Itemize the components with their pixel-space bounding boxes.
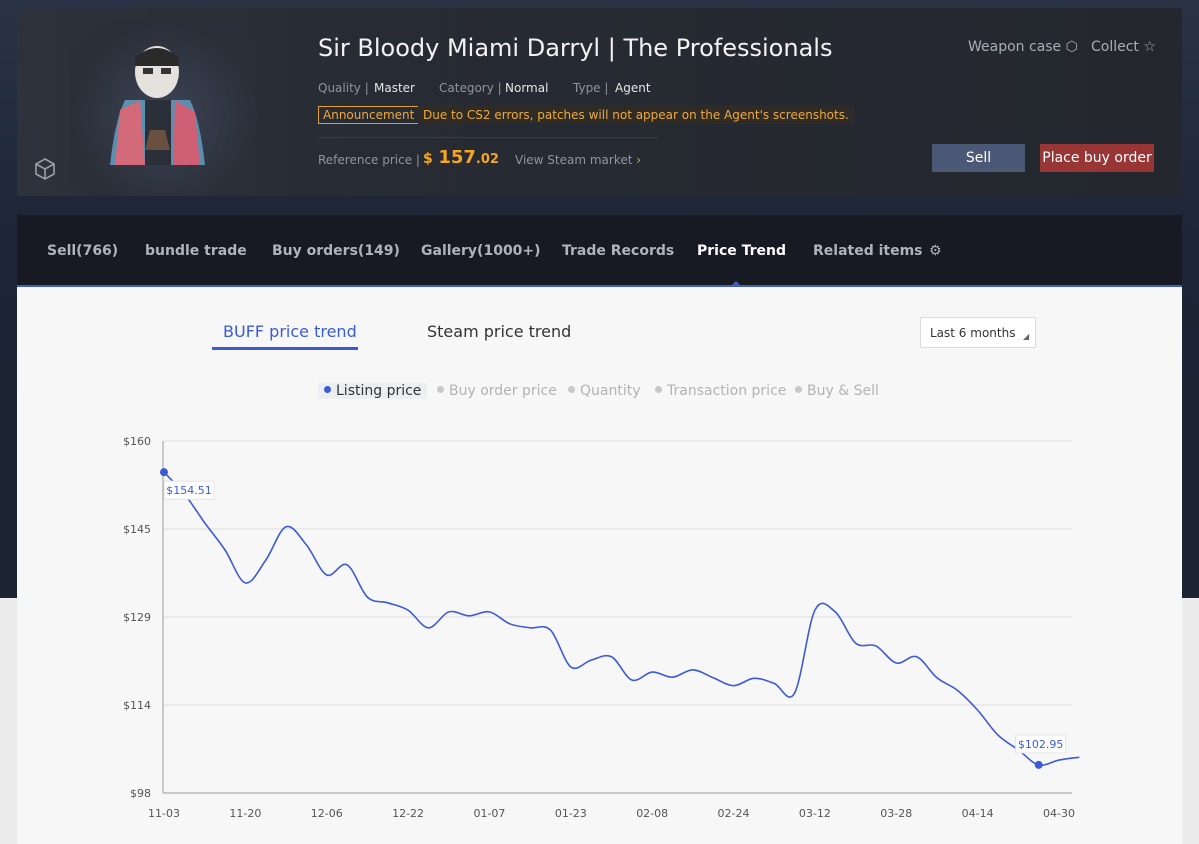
buff-trend-tab[interactable]: BUFF price trend <box>223 322 357 341</box>
nav-tab[interactable]: Buy orders(149) <box>272 243 400 259</box>
settings-icon[interactable]: ⚙ <box>929 243 942 259</box>
steam-market-link[interactable]: View Steam market › <box>515 153 641 167</box>
data-label-box <box>163 480 215 500</box>
price-integer: 157 <box>438 147 476 168</box>
x-tick-label: 02-08 <box>636 807 668 820</box>
reference-price-label: Reference price | <box>318 153 420 167</box>
category-value: Normal <box>505 81 549 95</box>
agent-hair <box>135 48 179 66</box>
star-glyph: ☆ <box>1143 39 1156 55</box>
filter[interactable]: Quantity <box>568 383 641 399</box>
point-marker <box>160 468 168 477</box>
nav-tab[interactable]: Gallery(1000+) <box>421 243 541 259</box>
collect-text: Collect <box>1091 39 1139 55</box>
3d-view-icon[interactable] <box>33 157 57 181</box>
x-tick-label: 12-06 <box>311 807 343 820</box>
x-tick-label: 01-07 <box>473 807 505 820</box>
nav-tab[interactable]: Related items <box>813 243 923 259</box>
tab-underline <box>212 347 358 350</box>
collect-link[interactable]: Collect ☆ <box>1091 39 1156 55</box>
cube-glyph: ⬡ <box>1065 39 1078 55</box>
quality-value: Master <box>374 81 415 95</box>
sell-button[interactable]: Sell <box>932 144 1025 172</box>
data-label: $102.95 <box>1018 738 1064 751</box>
weapon-case-link[interactable]: Weapon case ⬡ <box>968 39 1078 55</box>
agent-eye <box>161 68 171 74</box>
announcement-text: Due to CS2 errors, patches will not appe… <box>418 106 854 124</box>
x-tick-label: 03-12 <box>799 807 831 820</box>
range-select-text: Last 6 months <box>930 326 1016 340</box>
price-decimal: .02 <box>475 152 499 167</box>
nav-tab[interactable]: Trade Records <box>562 243 675 259</box>
filter-active[interactable]: Listing price <box>318 383 428 399</box>
x-tick-label: 04-30 <box>1043 807 1075 820</box>
link-arrow: › <box>636 153 642 167</box>
item-title: Sir Bloody Miami Darryl | The Profession… <box>318 34 833 62</box>
filter[interactable]: Transaction price <box>655 383 786 399</box>
reference-price: $ 157.02 <box>423 147 499 168</box>
caret-shape <box>730 281 742 287</box>
type-value: Agent <box>615 81 651 95</box>
agent-jacket-pattern <box>115 100 145 165</box>
price-currency: $ <box>423 151 433 167</box>
data-label: $154.51 <box>166 484 212 497</box>
filter[interactable]: Buy & Sell <box>795 383 879 399</box>
steam-trend-tab[interactable]: Steam price trend <box>427 322 572 341</box>
cube-icon <box>35 158 55 180</box>
y-tick-label: $160 <box>123 435 151 448</box>
y-tick-label: $129 <box>123 611 151 624</box>
nav-bar: Sell(766) bundle trade Buy orders(149) G… <box>17 215 1182 287</box>
agent-hands <box>145 130 170 150</box>
y-tick-label: $98 <box>130 787 151 800</box>
agent-eye <box>143 68 153 74</box>
buy-order-button[interactable]: Place buy order <box>1040 144 1154 172</box>
announcement-tag: Announcement <box>318 106 420 124</box>
content-panel <box>17 287 1182 844</box>
price-line <box>163 471 1080 767</box>
x-tick-label: 12-22 <box>392 807 424 820</box>
x-tick-label: 11-20 <box>229 807 261 820</box>
weapon-case-text: Weapon case <box>968 39 1062 55</box>
y-tick-label: $145 <box>123 523 151 536</box>
price-chart: $98 $114 $129 $145 $160 11-03 11-20 12-06 12-22 0… <box>123 435 1080 820</box>
range-select[interactable]: Last 6 months ◢ <box>920 317 1036 348</box>
nav-tab-active[interactable]: Price Trend <box>697 243 787 259</box>
divider <box>318 137 658 138</box>
filter[interactable]: Buy order price <box>437 383 557 399</box>
x-tick-label: 11-03 <box>148 807 180 820</box>
x-tick-label: 04-14 <box>962 807 994 820</box>
y-tick-label: $114 <box>123 699 151 712</box>
x-tick-label: 01-23 <box>555 807 587 820</box>
quality-label: Quality | <box>318 81 369 95</box>
type-label: Type | <box>573 81 609 95</box>
agent-image <box>110 46 205 165</box>
active-tab-caret <box>730 281 742 287</box>
nav-tab[interactable]: Sell(766) <box>47 243 119 259</box>
point-marker <box>1034 760 1043 769</box>
select-arrow: ◢ <box>1023 332 1030 341</box>
steam-market-text: View Steam market <box>515 153 633 167</box>
nav-tab[interactable]: bundle trade <box>145 243 247 259</box>
data-label-box <box>1015 734 1067 754</box>
agent-jacket-pattern <box>173 100 200 165</box>
category-label: Category | <box>439 81 502 95</box>
x-tick-label: 03-28 <box>880 807 912 820</box>
x-tick-label: 02-24 <box>718 807 750 820</box>
